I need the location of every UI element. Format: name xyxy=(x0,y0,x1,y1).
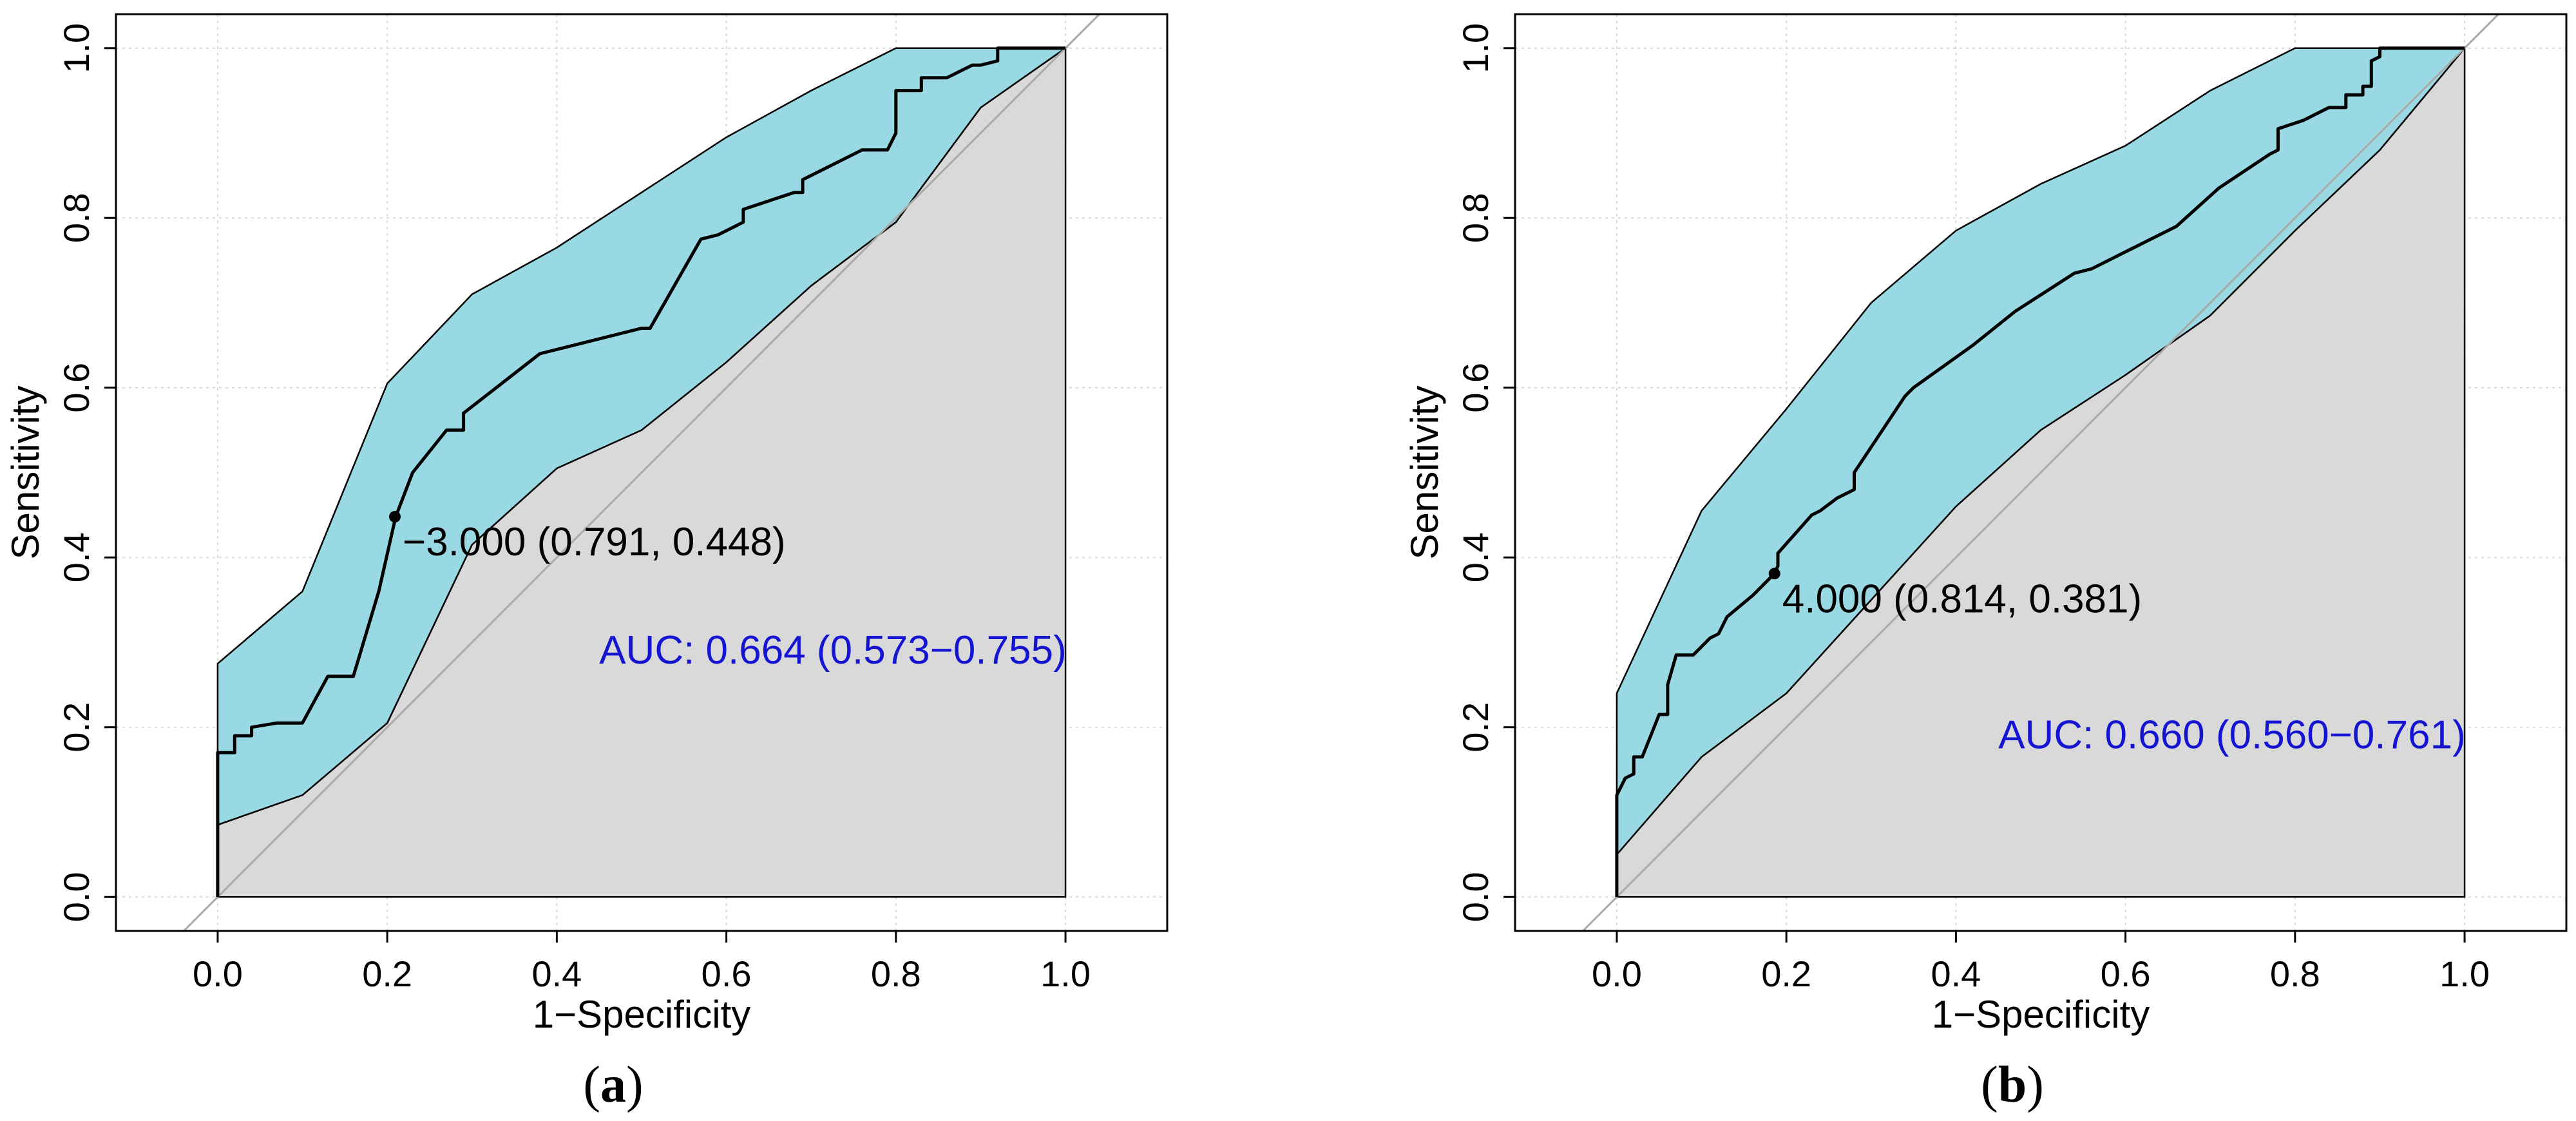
x-tick-label: 1.0 xyxy=(1040,953,1091,994)
ci-band xyxy=(1616,47,2466,857)
y-tick-label: 0.2 xyxy=(56,702,97,752)
y-tick-label: 0.4 xyxy=(1455,532,1496,582)
panel-caption: (a) xyxy=(583,1057,643,1113)
y-tick-label: 1.0 xyxy=(1455,23,1496,73)
diagonal-line xyxy=(1581,14,2500,931)
threshold-label: 4.000 (0.814, 0.381) xyxy=(1782,577,2142,621)
auc-label: AUC: 0.664 (0.573−0.755) xyxy=(599,628,1067,673)
threshold-point xyxy=(1768,568,1780,580)
y-axis-label: Sensitivity xyxy=(4,385,47,559)
x-axis-label: 1−Specificity xyxy=(1932,993,2150,1036)
auc-label: AUC: 0.660 (0.560−0.761) xyxy=(1998,713,2466,758)
panel-caption: (b) xyxy=(1981,1057,2044,1113)
x-tick-label: 0.8 xyxy=(871,953,921,994)
x-tick-label: 0.4 xyxy=(1931,953,1981,994)
y-tick-label: 0.0 xyxy=(1455,872,1496,922)
y-tick-label: 0.0 xyxy=(56,872,97,922)
x-tick-label: 0.2 xyxy=(362,953,412,994)
x-tick-label: 0.0 xyxy=(1592,953,1642,994)
y-tick-label: 0.2 xyxy=(1455,702,1496,752)
y-tick-label: 0.4 xyxy=(56,532,97,582)
x-tick-label: 0.6 xyxy=(701,953,752,994)
diagonal-line xyxy=(182,14,1101,931)
y-tick-label: 0.8 xyxy=(56,193,97,243)
x-axis-label: 1−Specificity xyxy=(533,993,751,1036)
roc-panel-a: 0.0 0.2 0.4 0.6 0.8 1.0 0.0 0.2 0.4 0.6 0.8 1.0 1−Sp… xyxy=(4,13,1169,1113)
x-tick-label: 0.0 xyxy=(193,953,243,994)
y-tick-label: 0.6 xyxy=(1455,363,1496,413)
threshold-label: −3.000 (0.791, 0.448) xyxy=(403,520,786,564)
roc-curve xyxy=(1615,46,2465,897)
x-tick-label: 0.6 xyxy=(2101,953,2151,994)
y-tick-label: 1.0 xyxy=(56,23,97,73)
y-tick-label: 0.8 xyxy=(1455,193,1496,243)
ci-band xyxy=(216,47,1069,827)
y-axis-label: Sensitivity xyxy=(1403,385,1446,559)
threshold-point xyxy=(389,511,401,523)
roc-curve xyxy=(216,46,1066,897)
x-tick-label: 0.2 xyxy=(1761,953,1811,994)
roc-panel-b: 0.0 0.2 0.4 0.6 0.8 1.0 0.0 0.2 0.4 0.6 0.8 1.0 1−Sp… xyxy=(1403,13,2568,1113)
x-tick-label: 1.0 xyxy=(2439,953,2490,994)
x-tick-label: 0.4 xyxy=(531,953,582,994)
x-tick-label: 0.8 xyxy=(2270,953,2320,994)
y-tick-label: 0.6 xyxy=(56,363,97,413)
